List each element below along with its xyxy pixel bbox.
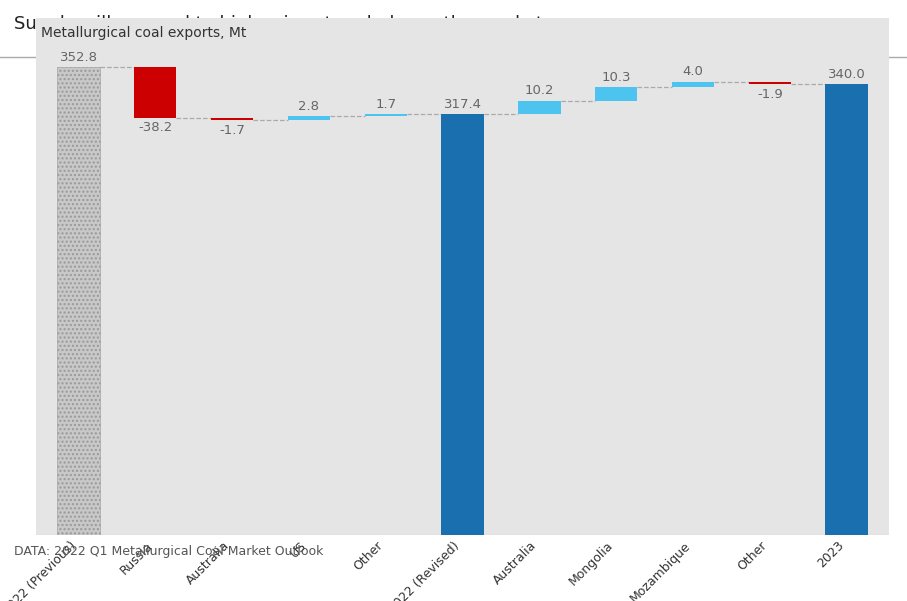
- Text: 1.7: 1.7: [375, 98, 396, 111]
- Text: 4.0: 4.0: [683, 66, 704, 79]
- Text: 340.0: 340.0: [828, 68, 865, 81]
- Text: -1.7: -1.7: [219, 124, 245, 136]
- Text: Metallurgical coal exports, Mt: Metallurgical coal exports, Mt: [41, 26, 246, 40]
- Bar: [365, 114, 407, 117]
- Bar: [211, 118, 253, 120]
- Text: 10.3: 10.3: [601, 71, 631, 84]
- Bar: [288, 117, 330, 120]
- Text: -1.9: -1.9: [757, 88, 783, 100]
- Bar: [134, 67, 177, 118]
- Bar: [57, 67, 100, 535]
- Bar: [518, 101, 561, 114]
- Text: 2.8: 2.8: [298, 100, 319, 113]
- Bar: [825, 84, 868, 535]
- Text: Supply will respond to high prices to rebalance the market: Supply will respond to high prices to re…: [14, 15, 542, 33]
- Bar: [442, 114, 483, 535]
- Text: 317.4: 317.4: [444, 98, 482, 111]
- Text: -38.2: -38.2: [138, 121, 172, 134]
- Bar: [595, 87, 638, 101]
- Text: DATA: 2022 Q1 Metallurgical Coal Market Outlook: DATA: 2022 Q1 Metallurgical Coal Market …: [14, 545, 323, 558]
- Bar: [748, 82, 791, 84]
- Bar: [672, 82, 714, 87]
- Text: 352.8: 352.8: [60, 51, 98, 64]
- Text: 10.2: 10.2: [524, 84, 554, 97]
